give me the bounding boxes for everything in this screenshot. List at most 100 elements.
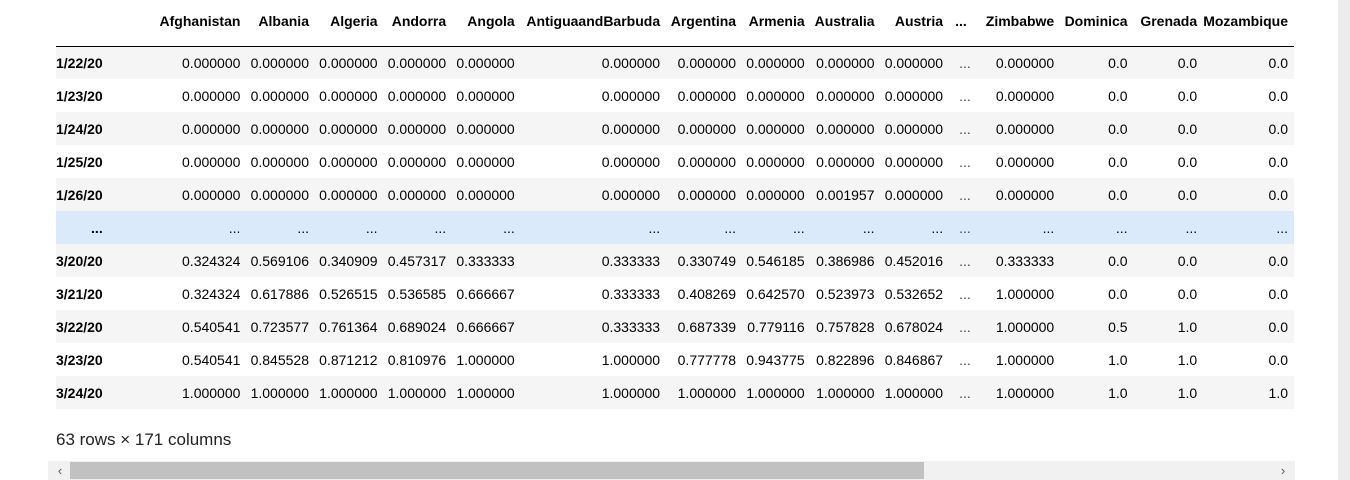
table-cell: 0.536585 xyxy=(387,285,447,302)
table-row: 1/25/20 0.000000 0.000000 0.000000 0.000000 0… xyxy=(56,145,1294,178)
table-cell: 0.666667 xyxy=(456,318,515,335)
page-scrollbar-track[interactable] xyxy=(1338,0,1350,480)
table-cell: 0.0 xyxy=(1177,252,1198,269)
scroll-right-arrow-icon[interactable]: › xyxy=(1280,463,1286,478)
table-cell: 1.0 xyxy=(1177,351,1198,368)
index-header xyxy=(56,0,131,47)
table-cell: 1.000000 xyxy=(995,384,1055,401)
table-cell: 0.000000 xyxy=(884,186,944,203)
table-cell: 0.000000 xyxy=(182,87,241,104)
table-cell: 0.000000 xyxy=(995,153,1055,170)
table-cell: 1.0 xyxy=(1177,384,1198,401)
table-cell: 1.000000 xyxy=(995,318,1055,335)
table-cell: 0.333333 xyxy=(995,252,1055,269)
table-cell: ... xyxy=(648,219,661,236)
table-cell: ... xyxy=(724,219,737,236)
table-cell: 0.642570 xyxy=(746,285,805,302)
table-cell: 0.0 xyxy=(1108,186,1128,203)
table-cell: 1.000000 xyxy=(250,384,309,401)
table-cell: 1.0 xyxy=(1108,384,1128,401)
table-cell: 0.523973 xyxy=(816,285,875,302)
table-cell: 0.000000 xyxy=(319,153,378,170)
column-header: Andorra xyxy=(383,0,453,47)
table-cell: 0.333333 xyxy=(456,252,515,269)
table-cell: ... xyxy=(959,120,971,137)
table-cell: 0.000000 xyxy=(746,87,805,104)
table-cell: ... xyxy=(862,219,875,236)
table-cell: 0.846867 xyxy=(884,351,944,368)
row-index: 1/26/20 xyxy=(56,186,103,203)
table-cell: ... xyxy=(297,219,309,236)
table-cell: 1.000000 xyxy=(387,384,447,401)
table-cell: 0.333333 xyxy=(601,285,661,302)
dataframe-table: Afghanistan Albania Algeria Andorra Angola An… xyxy=(56,0,1294,409)
table-cell: 0.0 xyxy=(1268,186,1288,203)
table-cell: 0.000000 xyxy=(387,120,447,137)
table-cell: ... xyxy=(228,219,241,236)
table-cell: 0.000000 xyxy=(746,120,805,137)
table-cell: 0.000000 xyxy=(995,87,1055,104)
table-row: 3/21/20 0.324324 0.617886 0.526515 0.536585 0… xyxy=(56,277,1294,310)
table-cell: ... xyxy=(959,351,971,368)
table-cell: 0.0 xyxy=(1177,120,1198,137)
table-cell: 0.000000 xyxy=(884,120,944,137)
row-count-summary: 63 rows × 171 columns xyxy=(56,430,232,449)
table-cell: 1.000000 xyxy=(601,351,661,368)
table-cell: ... xyxy=(959,186,971,203)
table-cell: 0.340909 xyxy=(319,252,378,269)
table-cell: 0.000000 xyxy=(250,186,309,203)
table-cell: 0.000000 xyxy=(250,87,309,104)
scrollbar-thumb[interactable] xyxy=(70,462,924,479)
table-row: 3/20/20 0.324324 0.569106 0.340909 0.457317 0… xyxy=(56,244,1294,277)
table-cell: 0.0 xyxy=(1177,54,1198,71)
table-cell: 0.000000 xyxy=(995,186,1055,203)
table-cell: 0.0 xyxy=(1268,351,1288,368)
table-cell: 0.810976 xyxy=(387,351,447,368)
table-cell: 0.871212 xyxy=(319,351,378,368)
table-cell: 0.000000 xyxy=(456,120,515,137)
table-cell: 0.000000 xyxy=(387,186,447,203)
table-cell: 1.000000 xyxy=(995,351,1055,368)
column-header-ellipsis: ... xyxy=(949,0,977,47)
table-cell: 1.000000 xyxy=(182,384,241,401)
table-cell: 0.943775 xyxy=(746,351,805,368)
table-cell: 0.386986 xyxy=(816,252,875,269)
table-cell: 1.000000 xyxy=(319,384,378,401)
table-cell: 1.000000 xyxy=(816,384,875,401)
table-cell: 0.408269 xyxy=(677,285,737,302)
table-cell: 0.000000 xyxy=(319,186,378,203)
table-cell: 0.000000 xyxy=(746,54,805,71)
table-cell: 0.526515 xyxy=(319,285,378,302)
scroll-left-arrow-icon[interactable]: ‹ xyxy=(57,463,63,478)
table-cell: ... xyxy=(1185,219,1198,236)
table-cell: 0.0 xyxy=(1177,186,1198,203)
table-cell: 0.757828 xyxy=(816,318,875,335)
table-cell: 0.723577 xyxy=(250,318,309,335)
table-cell: 0.0 xyxy=(1268,54,1288,71)
dataframe-viewport: Afghanistan Albania Algeria Andorra Angola An… xyxy=(56,0,1294,412)
horizontal-scrollbar[interactable]: ‹ › xyxy=(48,461,1295,480)
row-index: 1/25/20 xyxy=(56,153,103,170)
column-header: Grenada xyxy=(1133,0,1204,47)
column-header: Algeria xyxy=(315,0,384,47)
table-cell: 0.0 xyxy=(1108,252,1128,269)
table-cell: 0.000000 xyxy=(884,153,944,170)
table-cell: 0.0 xyxy=(1108,87,1128,104)
table-cell: 0.000000 xyxy=(816,87,875,104)
row-index: 3/20/20 xyxy=(56,252,103,269)
table-cell: 0.000000 xyxy=(182,54,241,71)
table-cell: 1.000000 xyxy=(995,285,1055,302)
table-cell: 0.000000 xyxy=(601,153,661,170)
table-cell: ... xyxy=(959,54,971,71)
table-cell: 1.0 xyxy=(1268,384,1288,401)
table-cell: 1.000000 xyxy=(746,384,805,401)
table-cell: 0.000000 xyxy=(319,120,378,137)
table-cell: 0.000000 xyxy=(816,153,875,170)
table-cell: 0.000000 xyxy=(601,54,661,71)
table-cell: ... xyxy=(959,318,971,335)
table-cell: ... xyxy=(365,219,378,236)
table-cell: 1.000000 xyxy=(677,384,737,401)
table-cell: 0.0 xyxy=(1268,285,1288,302)
table-cell: ... xyxy=(959,87,971,104)
table-cell: 0.678024 xyxy=(884,318,944,335)
